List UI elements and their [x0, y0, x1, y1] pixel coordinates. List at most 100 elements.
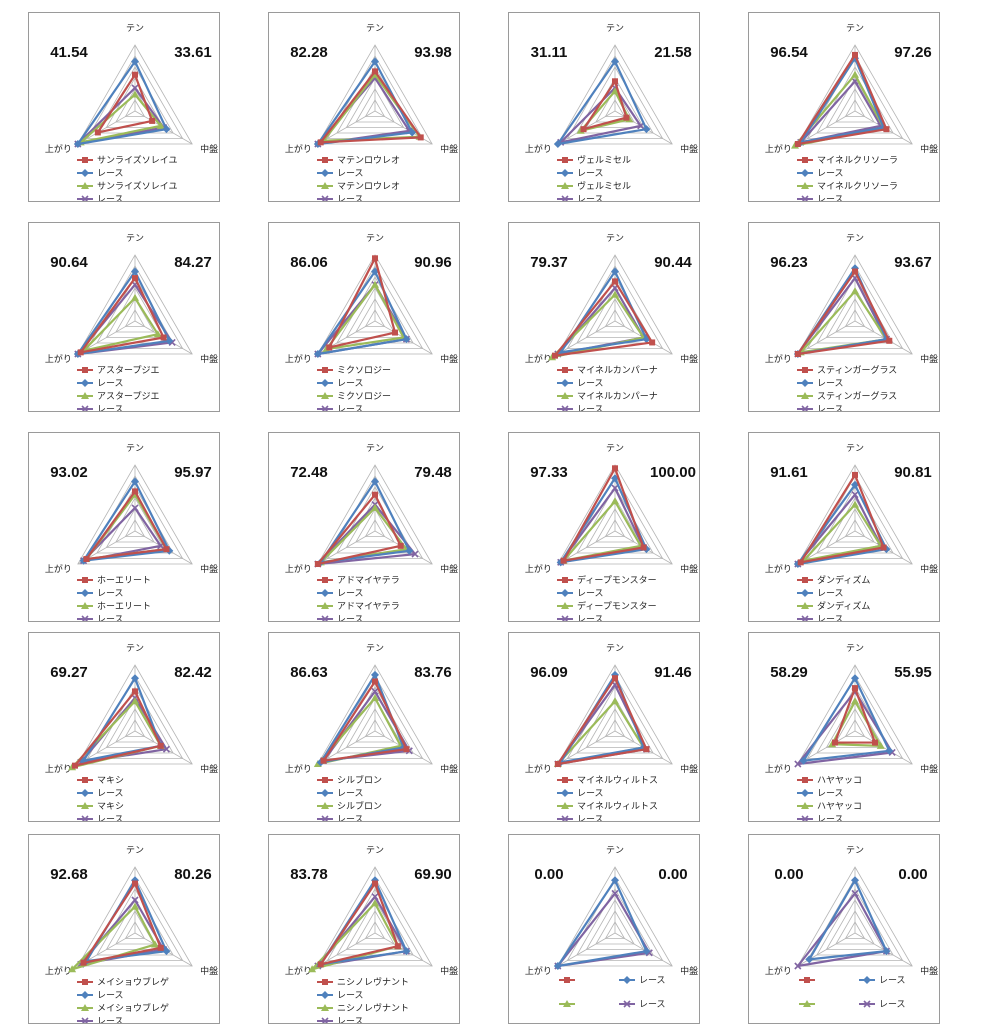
- radar-gridline: [557, 464, 673, 565]
- data-point: [372, 68, 378, 75]
- radar-panel: テン 中盤 上がり 0.00 0.00 レース レース: [748, 834, 940, 1024]
- legend-label: ホーエリート: [97, 575, 151, 586]
- series-line-1: [556, 879, 648, 968]
- axis-label-chuban: 中盤: [200, 763, 218, 775]
- radar-gridline: [595, 708, 635, 743]
- radar-gridline: [557, 664, 673, 765]
- axis-label-agari: 上がり: [285, 965, 312, 977]
- legend-label: マイネルウィルトス: [577, 801, 658, 812]
- axis-label-ten: テン: [126, 23, 144, 34]
- right-score: 100.00: [650, 464, 696, 481]
- series-line-1: [319, 879, 408, 966]
- legend-marker: [561, 195, 569, 201]
- legend-marker: [321, 1004, 329, 1011]
- data-point: [371, 899, 379, 907]
- radar-gridline: [604, 719, 626, 737]
- legend-marker: [561, 589, 569, 597]
- radar-gridline: [604, 99, 626, 117]
- radar-spoke: [797, 530, 856, 565]
- legend-marker: [82, 367, 88, 373]
- radar-panel: テン 中盤 上がり 58.29 55.95 ハヤヤッコ レース ハヤヤッコ レース: [748, 632, 940, 822]
- data-point: [852, 51, 858, 58]
- left-score: 91.61: [770, 464, 808, 481]
- right-score: 55.95: [894, 664, 932, 681]
- data-point: [372, 491, 378, 498]
- axis-label-ten: テン: [126, 443, 144, 454]
- radar-gridline: [566, 877, 664, 961]
- right-score: 97.26: [894, 44, 932, 61]
- axis-label-ten: テン: [366, 233, 384, 244]
- data-point: [560, 557, 567, 564]
- data-point: [637, 122, 645, 130]
- legend-marker: [561, 602, 569, 609]
- legend-label: レース: [577, 195, 604, 202]
- legend-label: レース: [577, 589, 604, 599]
- left-score: 69.27: [50, 664, 88, 681]
- data-point: [314, 561, 321, 567]
- axis-label-agari: 上がり: [285, 353, 312, 365]
- radar-spoke: [317, 530, 376, 565]
- data-point: [852, 685, 858, 692]
- radar-panel: テン 中盤 上がり 72.48 79.48 アドマイヤテラ レース アドマイヤテラ レース: [268, 432, 460, 622]
- data-point: [165, 336, 174, 345]
- data-point: [411, 550, 419, 558]
- radar-gridline: [825, 697, 885, 748]
- radar-panel: テン 中盤 上がり 31.11 21.58 ヴェルミセル レース ヴェルミセル レース: [508, 12, 700, 202]
- axis-label-chuban: 中盤: [920, 763, 938, 775]
- legend-label: マイネルクリソーラ: [817, 181, 898, 192]
- data-point: [162, 125, 171, 134]
- series-line-1: [76, 270, 171, 356]
- series-line-1: [82, 677, 162, 762]
- data-point: [317, 139, 324, 146]
- radar-panel: テン 中盤 上がり 96.54 97.26 マイネルクリソーラ レース マイネルクリソーラ レー…: [748, 12, 940, 202]
- left-score: 92.68: [50, 866, 88, 883]
- radar-gridline: [77, 464, 193, 565]
- data-point: [163, 546, 170, 553]
- legend-marker: [561, 802, 569, 809]
- radar-gridline: [797, 464, 913, 565]
- legend-label: ハヤヤッコ: [817, 802, 862, 812]
- radar-panel: テン 中盤 上がり 79.37 90.44 マイネルカンパーナ レース マイネルカンパーナ レー…: [508, 222, 700, 412]
- radar-gridline: [364, 99, 386, 117]
- data-point: [371, 503, 379, 511]
- legend-marker: [81, 589, 89, 597]
- data-point: [403, 746, 410, 753]
- legend-marker: [321, 195, 329, 201]
- series-line-2: [311, 902, 399, 971]
- series-line-0: [319, 70, 422, 144]
- legend-marker: [562, 777, 568, 783]
- radar-gridline: [124, 99, 146, 117]
- legend-label: レース: [817, 789, 844, 799]
- radar-gridline: [77, 44, 193, 145]
- radar-gridline: [557, 866, 673, 967]
- legend-marker: [81, 379, 89, 387]
- series-line-1: [802, 677, 891, 762]
- axis-label-ten: テン: [606, 233, 624, 244]
- legend-label: ヴェルミセル: [577, 180, 631, 192]
- data-point: [612, 675, 618, 682]
- data-point: [131, 293, 139, 301]
- axis-label-chuban: 中盤: [680, 143, 698, 155]
- series-line-2: [802, 503, 882, 562]
- data-point: [131, 90, 139, 98]
- axis-label-chuban: 中盤: [680, 563, 698, 575]
- radar-panel: テン 中盤 上がり 86.06 90.96 ミクソロジー レース ミクソロジー レース: [268, 222, 460, 412]
- legend-marker: [801, 182, 809, 189]
- left-score: 86.63: [290, 664, 328, 681]
- radar-gridline: [604, 309, 626, 327]
- legend-label: レース: [97, 615, 124, 622]
- axis-label-chuban: 中盤: [920, 563, 938, 575]
- legend-marker: [804, 977, 810, 983]
- radar-gridline: [835, 298, 875, 333]
- data-point: [553, 962, 562, 970]
- radar-gridline: [364, 309, 386, 327]
